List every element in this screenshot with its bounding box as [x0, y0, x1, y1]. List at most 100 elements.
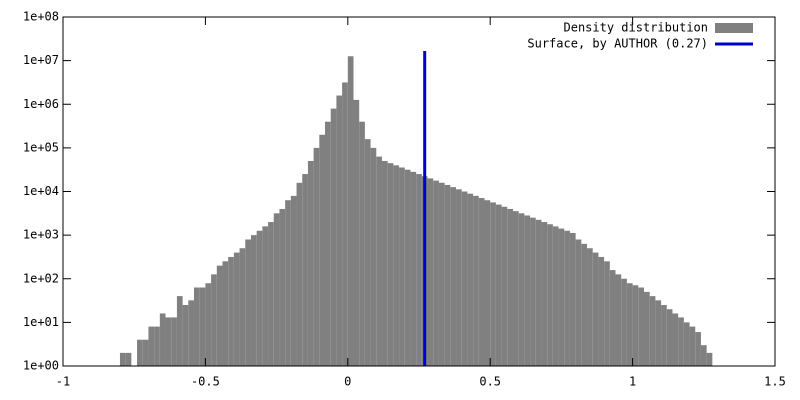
bar [199, 287, 206, 366]
y-tick-label: 1e+02 [23, 271, 59, 285]
bar [416, 174, 422, 366]
bar [672, 313, 679, 366]
bar [325, 121, 331, 366]
bar [478, 198, 485, 366]
bar [535, 219, 542, 366]
bar [598, 256, 605, 366]
bar [547, 224, 553, 366]
bar [182, 305, 189, 366]
legend-label: Density distribution [564, 21, 709, 35]
bar [228, 256, 234, 366]
bar [700, 345, 707, 366]
y-tick-label: 1e+01 [23, 315, 59, 329]
bar [541, 222, 548, 366]
bar [575, 239, 582, 366]
bar [154, 326, 160, 366]
y-tick-label: 1e+04 [23, 184, 59, 198]
bar [359, 121, 365, 366]
bar [262, 226, 269, 366]
bar [302, 174, 308, 366]
y-tick-label: 1e+07 [23, 53, 59, 67]
bar [552, 226, 559, 366]
bar [148, 326, 155, 366]
bar [250, 235, 257, 366]
bar [165, 317, 172, 366]
bar [342, 82, 348, 366]
bar [632, 285, 639, 366]
bar [621, 278, 627, 366]
bar [655, 300, 662, 366]
bar [211, 274, 217, 366]
legend-label: Surface, by AUTHOR (0.27) [527, 37, 708, 51]
bar [609, 270, 616, 366]
bar [205, 283, 212, 366]
bar [626, 283, 633, 366]
bar [467, 193, 474, 366]
bar [296, 182, 303, 366]
bar [137, 339, 143, 366]
bar [484, 200, 491, 366]
bar [638, 287, 644, 366]
bar [285, 200, 291, 366]
bar [404, 169, 411, 366]
bar [592, 252, 599, 366]
bar [461, 191, 468, 366]
bar [569, 232, 576, 366]
x-tick-label: -1 [56, 375, 70, 389]
x-tick-label: 1 [629, 375, 636, 389]
y-tick-label: 1e+06 [23, 97, 59, 111]
bar [643, 291, 650, 366]
bar [159, 313, 166, 366]
bar [330, 108, 337, 367]
bar [194, 287, 200, 366]
bar [353, 99, 360, 366]
y-tick-label: 1e+08 [23, 10, 59, 24]
y-tick-label: 1e+05 [23, 140, 59, 154]
x-tick-label: -0.5 [191, 375, 220, 389]
x-tick-label: 0 [344, 375, 351, 389]
bar [587, 248, 593, 366]
bar [387, 163, 394, 366]
bar [444, 184, 451, 366]
bar [501, 206, 508, 366]
bar [689, 326, 696, 366]
bar [683, 322, 690, 366]
bar [666, 309, 673, 366]
bar [456, 189, 462, 366]
bar [307, 160, 314, 366]
bar [245, 239, 251, 366]
bar [370, 147, 377, 366]
legend-swatch [715, 23, 753, 33]
bar [410, 171, 417, 366]
bar [239, 248, 246, 366]
bar [427, 178, 434, 366]
bar [706, 352, 713, 366]
bar [530, 217, 536, 366]
bar [512, 211, 519, 366]
x-tick-label: 0.5 [479, 375, 501, 389]
bar [319, 134, 326, 366]
bar [433, 180, 439, 366]
bar [347, 56, 354, 366]
bar [256, 230, 263, 366]
bar [364, 139, 371, 366]
bar [507, 208, 513, 366]
bar [268, 222, 274, 366]
bar [695, 332, 701, 366]
bar [313, 147, 320, 366]
bar [216, 265, 223, 366]
y-tick-label: 1e+03 [23, 228, 59, 242]
bar [558, 228, 565, 366]
bar [273, 213, 280, 366]
bar [473, 195, 479, 366]
bar [381, 160, 388, 366]
bar [376, 156, 382, 366]
bar [450, 187, 457, 366]
bar [119, 352, 126, 366]
bar [581, 243, 588, 366]
y-tick-label: 1e+00 [23, 359, 59, 373]
bar [142, 339, 149, 366]
bar [188, 300, 195, 366]
